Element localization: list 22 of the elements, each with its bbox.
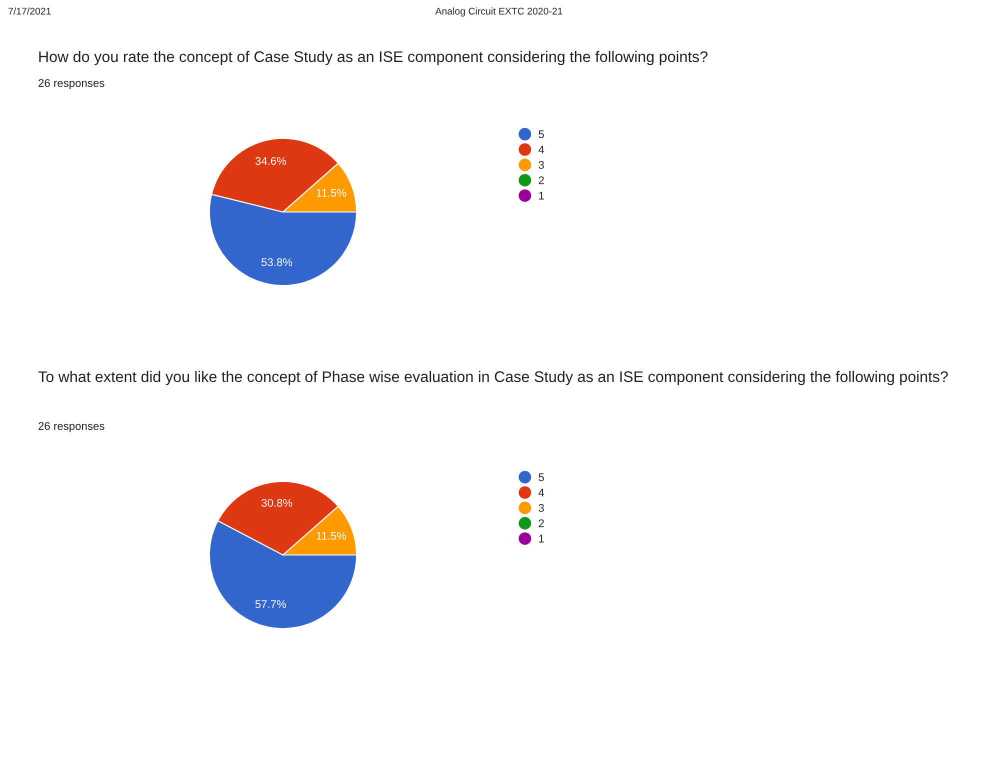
text: 26 responses [38,79,104,90]
legend-label: 2 [538,176,544,184]
text: 7/17/2021 [8,7,51,15]
legend-label: 5 [538,130,544,138]
data-label: 11.5% [316,532,346,540]
legend-label: 1 [539,534,544,542]
data-label: 30.8% [262,498,292,507]
text: Analog Circuit EXTC 2020-21 [435,7,562,17]
legend-label: 2 [538,519,544,528]
text: 26 responses [38,422,104,432]
data-label: 57.7% [255,600,286,608]
legend-label: 5 [538,473,544,482]
legend-label: 4 [538,488,544,496]
legend-label: 3 [538,161,544,169]
legend-label: 1 [539,192,544,200]
data-label: 34.6% [255,157,286,165]
chart-title: To what extent did you like the concept of Phase wise evaluation in Case Study as an ISE component considering the following points? [38,370,948,386]
legend-label: 4 [538,146,544,154]
chart-title: How do you rate the concept of Case Study as an ISE component considering the following points? [39,50,708,66]
data-label: 53.8% [261,258,292,266]
data-label: 11.5% [316,188,346,197]
legend-label: 3 [538,504,544,512]
